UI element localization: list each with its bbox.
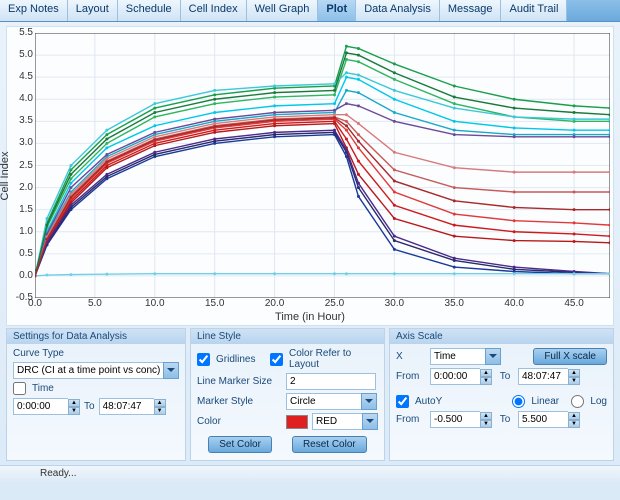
axis-scale-panel: Axis Scale X Full X scale From ▲▼ To ▲▼ xyxy=(389,328,614,461)
color-layout-label: Color Refer to Layout xyxy=(289,348,378,370)
color-input[interactable] xyxy=(312,413,362,430)
tab-message[interactable]: Message xyxy=(440,0,502,21)
x-to-input[interactable] xyxy=(518,368,568,385)
chevron-down-icon[interactable] xyxy=(362,413,378,430)
chevron-down-icon[interactable] xyxy=(485,348,501,365)
marker-style-combo[interactable] xyxy=(286,393,377,410)
tab-well-graph[interactable]: Well Graph xyxy=(247,0,319,21)
color-swatch xyxy=(286,415,308,429)
autoy-label: AutoY xyxy=(415,396,455,407)
x-from-input[interactable] xyxy=(430,368,480,385)
spinner-icon[interactable]: ▲▼ xyxy=(480,412,492,428)
status-bar: Ready... xyxy=(0,465,620,483)
x-to-field[interactable]: ▲▼ xyxy=(518,368,580,385)
control-panels: Settings for Data Analysis Curve Type Ti… xyxy=(6,328,614,461)
spinner-icon[interactable]: ▲▼ xyxy=(68,399,80,415)
color-combo[interactable] xyxy=(312,413,378,430)
y-from-label: From xyxy=(396,414,426,425)
axis-scale-title: Axis Scale xyxy=(390,329,613,344)
to-label: To xyxy=(496,371,514,382)
marker-size-label: Line Marker Size xyxy=(197,376,282,387)
y-to-input[interactable] xyxy=(518,411,568,428)
y-from-input[interactable] xyxy=(430,411,480,428)
time-checkbox[interactable] xyxy=(13,382,26,395)
line-style-panel: Line Style Gridlines Color Refer to Layo… xyxy=(190,328,385,461)
tab-layout[interactable]: Layout xyxy=(68,0,118,21)
gridlines-checkbox[interactable] xyxy=(197,353,210,366)
autoy-checkbox[interactable] xyxy=(396,395,409,408)
tab-audit-trail[interactable]: Audit Trail xyxy=(501,0,567,21)
y-to-field[interactable]: ▲▼ xyxy=(518,411,580,428)
log-label: Log xyxy=(590,396,607,407)
linear-radio[interactable] xyxy=(512,395,525,408)
line-style-title: Line Style xyxy=(191,329,384,344)
time-from-field[interactable]: ▲▼ xyxy=(13,398,80,415)
time-to-field[interactable]: ▲▼ xyxy=(99,398,166,415)
tab-schedule[interactable]: Schedule xyxy=(118,0,181,21)
chevron-down-icon[interactable] xyxy=(163,362,179,379)
curve-type-label: Curve Type xyxy=(13,348,179,359)
linear-label: Linear xyxy=(531,396,567,407)
x-from-field[interactable]: ▲▼ xyxy=(430,368,492,385)
x-combo[interactable] xyxy=(430,348,501,365)
spinner-icon[interactable]: ▲▼ xyxy=(568,412,580,428)
tab-plot[interactable]: Plot xyxy=(318,0,356,21)
y-axis-label: Cell Index xyxy=(0,152,11,201)
spinner-icon[interactable]: ▲▼ xyxy=(154,399,166,415)
tab-exp-notes[interactable]: Exp Notes xyxy=(0,0,68,21)
y-to-label: To xyxy=(496,414,514,425)
log-radio[interactable] xyxy=(571,395,584,408)
gridlines-label: Gridlines xyxy=(216,354,266,365)
curve-type-combo[interactable] xyxy=(13,362,179,379)
marker-size-input[interactable] xyxy=(286,373,376,390)
settings-title: Settings for Data Analysis xyxy=(7,329,185,344)
to-label: To xyxy=(84,401,95,412)
marker-style-label: Marker Style xyxy=(197,396,282,407)
curve-type-input[interactable] xyxy=(13,362,163,379)
color-label: Color xyxy=(197,416,282,427)
spinner-icon[interactable]: ▲▼ xyxy=(480,369,492,385)
tab-cell-index[interactable]: Cell Index xyxy=(181,0,247,21)
time-from-input[interactable] xyxy=(13,398,68,415)
time-to-input[interactable] xyxy=(99,398,154,415)
plot-svg xyxy=(35,33,610,298)
tab-bar: Exp NotesLayoutScheduleCell IndexWell Gr… xyxy=(0,0,620,22)
x-axis-label: Time (in Hour) xyxy=(275,311,345,323)
tab-data-analysis[interactable]: Data Analysis xyxy=(356,0,440,21)
settings-panel: Settings for Data Analysis Curve Type Ti… xyxy=(6,328,186,461)
from-label: From xyxy=(396,371,426,382)
chart-area: Cell Index -0.50.00.51.01.52.02.53.03.54… xyxy=(6,26,614,326)
reset-color-button[interactable]: Reset Color xyxy=(292,436,367,453)
chevron-down-icon[interactable] xyxy=(361,393,377,410)
x-input[interactable] xyxy=(430,348,485,365)
full-x-button[interactable]: Full X scale xyxy=(533,348,607,365)
x-label: X xyxy=(396,351,426,362)
marker-style-input[interactable] xyxy=(286,393,361,410)
set-color-button[interactable]: Set Color xyxy=(208,436,272,453)
y-from-field[interactable]: ▲▼ xyxy=(430,411,492,428)
color-layout-checkbox[interactable] xyxy=(270,353,283,366)
spinner-icon[interactable]: ▲▼ xyxy=(568,369,580,385)
time-label: Time xyxy=(32,383,54,394)
